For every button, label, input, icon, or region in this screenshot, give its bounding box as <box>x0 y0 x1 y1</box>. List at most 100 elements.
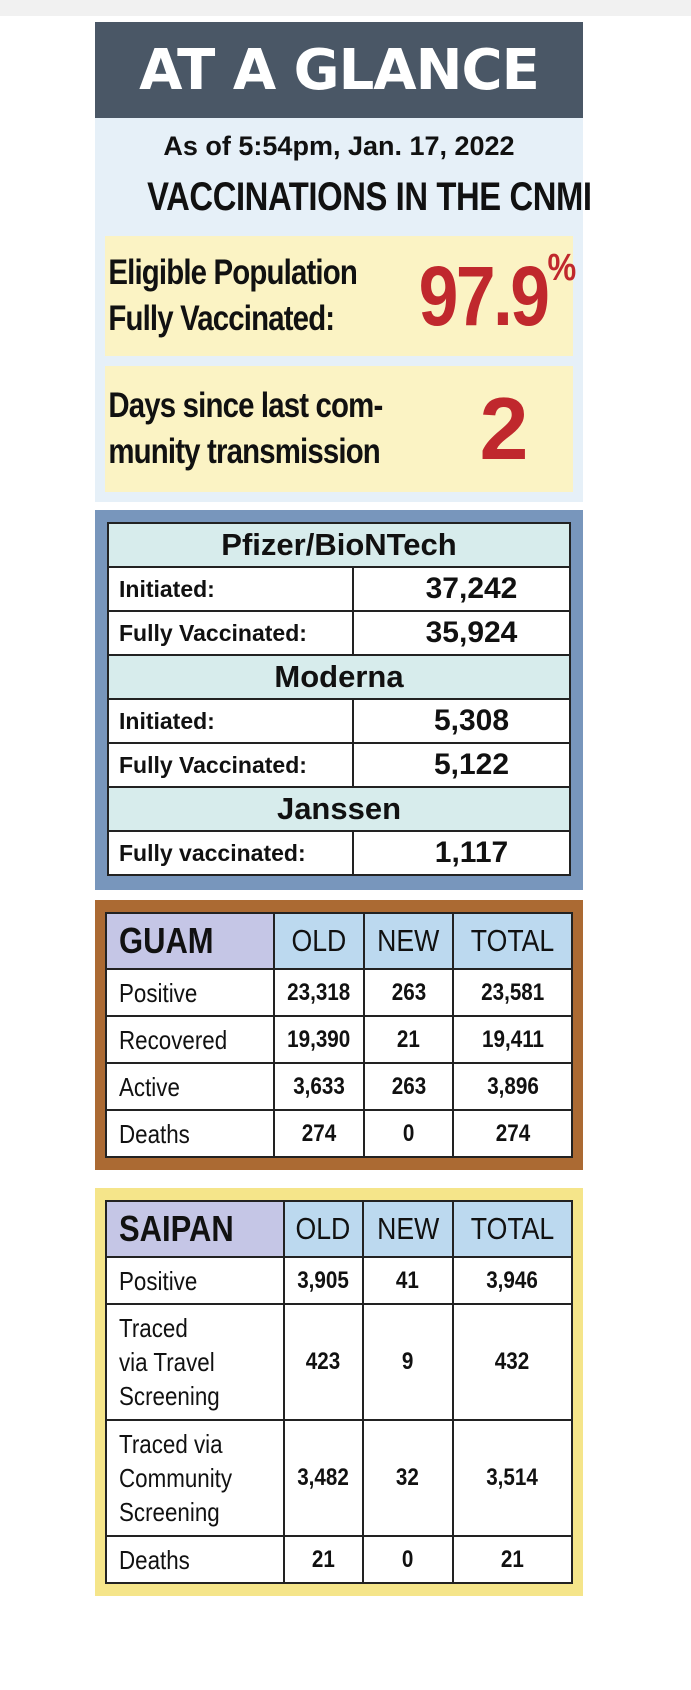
row-label-line: Traced via <box>119 1429 223 1459</box>
row-label: Deaths <box>105 1535 285 1584</box>
saipan-cases-panel: SAIPAN OLD NEW TOTAL Positive 3,905 41 3… <box>95 1188 583 1596</box>
eligible-fully-vaccinated-stat: Eligible Population Fully Vaccinated: 97… <box>105 236 576 356</box>
table-row: Active 3,633 263 3,896 <box>105 1062 573 1111</box>
cell-old: 423 <box>282 1303 364 1421</box>
brand-row: Pfizer/BioNTech <box>107 522 571 568</box>
vaccine-row-value: 5,122 <box>352 742 571 788</box>
cell-old: 19,390 <box>272 1015 366 1064</box>
vaccine-row-value: 1,117 <box>352 830 571 876</box>
row-label: Deaths <box>105 1109 275 1158</box>
row-label: Recovered <box>105 1015 275 1064</box>
saipan-table: SAIPAN OLD NEW TOTAL Positive 3,905 41 3… <box>105 1200 574 1584</box>
vaccine-row-label: Initiated: <box>107 698 354 744</box>
cell-total: 3,514 <box>451 1419 574 1537</box>
cell-old: 3,905 <box>282 1256 364 1305</box>
vaccine-row-value: 5,308 <box>352 698 571 744</box>
col-header-old: OLD <box>282 1200 364 1258</box>
cell-new: 32 <box>361 1419 454 1537</box>
brand-janssen: Janssen <box>107 786 571 832</box>
saipan-title: SAIPAN <box>105 1200 285 1258</box>
cell-new: 9 <box>361 1303 454 1421</box>
cell-new: 263 <box>363 968 455 1017</box>
days-since-label-line2: munity transmission <box>108 432 380 471</box>
guam-cases-panel: GUAM OLD NEW TOTAL Positive 23,318 263 2… <box>95 900 583 1170</box>
cell-old: 21 <box>282 1535 364 1584</box>
eligible-label-line1: Eligible Population <box>108 253 357 292</box>
col-header-old: OLD <box>272 912 366 970</box>
vaccine-row: Fully Vaccinated: 5,122 <box>107 742 571 788</box>
vaccine-table: Pfizer/BioNTech Initiated: 37,242 Fully … <box>107 522 571 876</box>
brand-pfizer: Pfizer/BioNTech <box>107 522 571 568</box>
cell-new: 0 <box>361 1535 454 1584</box>
vaccine-row-label: Fully vaccinated: <box>107 830 354 876</box>
vaccine-row: Initiated: 5,308 <box>107 698 571 744</box>
vaccine-row-label: Initiated: <box>107 566 354 612</box>
cell-total: 19,411 <box>452 1015 573 1064</box>
row-label: Active <box>105 1062 275 1111</box>
brand-moderna: Moderna <box>107 654 571 700</box>
cell-old: 3,482 <box>282 1419 364 1537</box>
cell-total: 3,896 <box>452 1062 573 1111</box>
cell-new: 21 <box>363 1015 455 1064</box>
cell-new: 263 <box>363 1062 455 1111</box>
row-label-line: Community <box>119 1463 233 1493</box>
col-header-total: TOTAL <box>452 912 573 970</box>
table-row: Recovered 19,390 21 19,411 <box>105 1015 573 1064</box>
vaccine-row-label: Fully Vaccinated: <box>107 610 354 656</box>
table-header-row: SAIPAN OLD NEW TOTAL <box>105 1200 574 1258</box>
eligible-value: 97.9% <box>418 248 576 345</box>
vaccine-row: Fully Vaccinated: 35,924 <box>107 610 571 656</box>
row-label-line: Screening <box>119 1381 220 1411</box>
days-since-label-line1: Days since last com- <box>108 386 383 425</box>
days-since-value: 2 <box>479 379 529 478</box>
vaccination-summary: As of 5:54pm, Jan. 17, 2022 VACCINATIONS… <box>95 118 592 502</box>
cell-old: 3,633 <box>272 1062 366 1111</box>
brand-row: Janssen <box>107 786 571 832</box>
vaccine-row-value: 35,924 <box>352 610 571 656</box>
cell-total: 3,946 <box>451 1256 574 1305</box>
days-since-transmission-stat: Days since last com- munity transmission… <box>105 366 573 492</box>
brand-row: Moderna <box>107 654 571 700</box>
row-label-line: Screening <box>119 1497 220 1527</box>
guam-title: GUAM <box>105 912 275 970</box>
table-row: Traced via Travel Screening 423 9 432 <box>105 1303 574 1421</box>
cell-total: 274 <box>452 1109 573 1158</box>
row-label-line: via Travel <box>119 1347 215 1377</box>
cell-old: 23,318 <box>272 968 366 1017</box>
banner-title: AT A GLANCE <box>139 37 540 103</box>
cell-new: 0 <box>363 1109 455 1158</box>
days-since-label: Days since last com- munity transmission <box>105 383 383 475</box>
banner: AT A GLANCE <box>95 22 583 118</box>
cell-old: 274 <box>272 1109 366 1158</box>
eligible-percent: 97.9 <box>418 248 550 343</box>
vaccine-row: Initiated: 37,242 <box>107 566 571 612</box>
top-strip <box>0 0 691 16</box>
col-header-total: TOTAL <box>451 1200 574 1258</box>
vaccine-breakdown-panel: Pfizer/BioNTech Initiated: 37,242 Fully … <box>95 510 583 890</box>
row-label-line: Traced <box>119 1313 188 1343</box>
table-header-row: GUAM OLD NEW TOTAL <box>105 912 573 970</box>
vaccine-row: Fully vaccinated: 1,117 <box>107 830 571 876</box>
eligible-label: Eligible Population Fully Vaccinated: <box>105 250 357 342</box>
row-label: Traced via Travel Screening <box>105 1303 285 1421</box>
row-label: Positive <box>105 968 275 1017</box>
at-a-glance-card: AT A GLANCE As of 5:54pm, Jan. 17, 2022 … <box>95 22 592 1596</box>
cell-new: 41 <box>361 1256 454 1305</box>
row-label: Traced via Community Screening <box>105 1419 285 1537</box>
eligible-label-line2: Fully Vaccinated: <box>108 299 335 338</box>
guam-table: GUAM OLD NEW TOTAL Positive 23,318 263 2… <box>105 912 573 1158</box>
col-header-new: NEW <box>361 1200 454 1258</box>
cell-total: 23,581 <box>452 968 573 1017</box>
vaccine-row-label: Fully Vaccinated: <box>107 742 354 788</box>
cell-total: 21 <box>451 1535 574 1584</box>
table-row: Traced via Community Screening 3,482 32 … <box>105 1419 574 1537</box>
cell-total: 432 <box>451 1303 574 1421</box>
as-of-timestamp: As of 5:54pm, Jan. 17, 2022 <box>163 131 515 161</box>
table-row: Positive 23,318 263 23,581 <box>105 968 573 1017</box>
row-label: Positive <box>105 1256 285 1305</box>
col-header-new: NEW <box>363 912 455 970</box>
table-row: Deaths 21 0 21 <box>105 1535 574 1584</box>
table-row: Positive 3,905 41 3,946 <box>105 1256 574 1305</box>
table-row: Deaths 274 0 274 <box>105 1109 573 1158</box>
vaccine-row-value: 37,242 <box>352 566 571 612</box>
